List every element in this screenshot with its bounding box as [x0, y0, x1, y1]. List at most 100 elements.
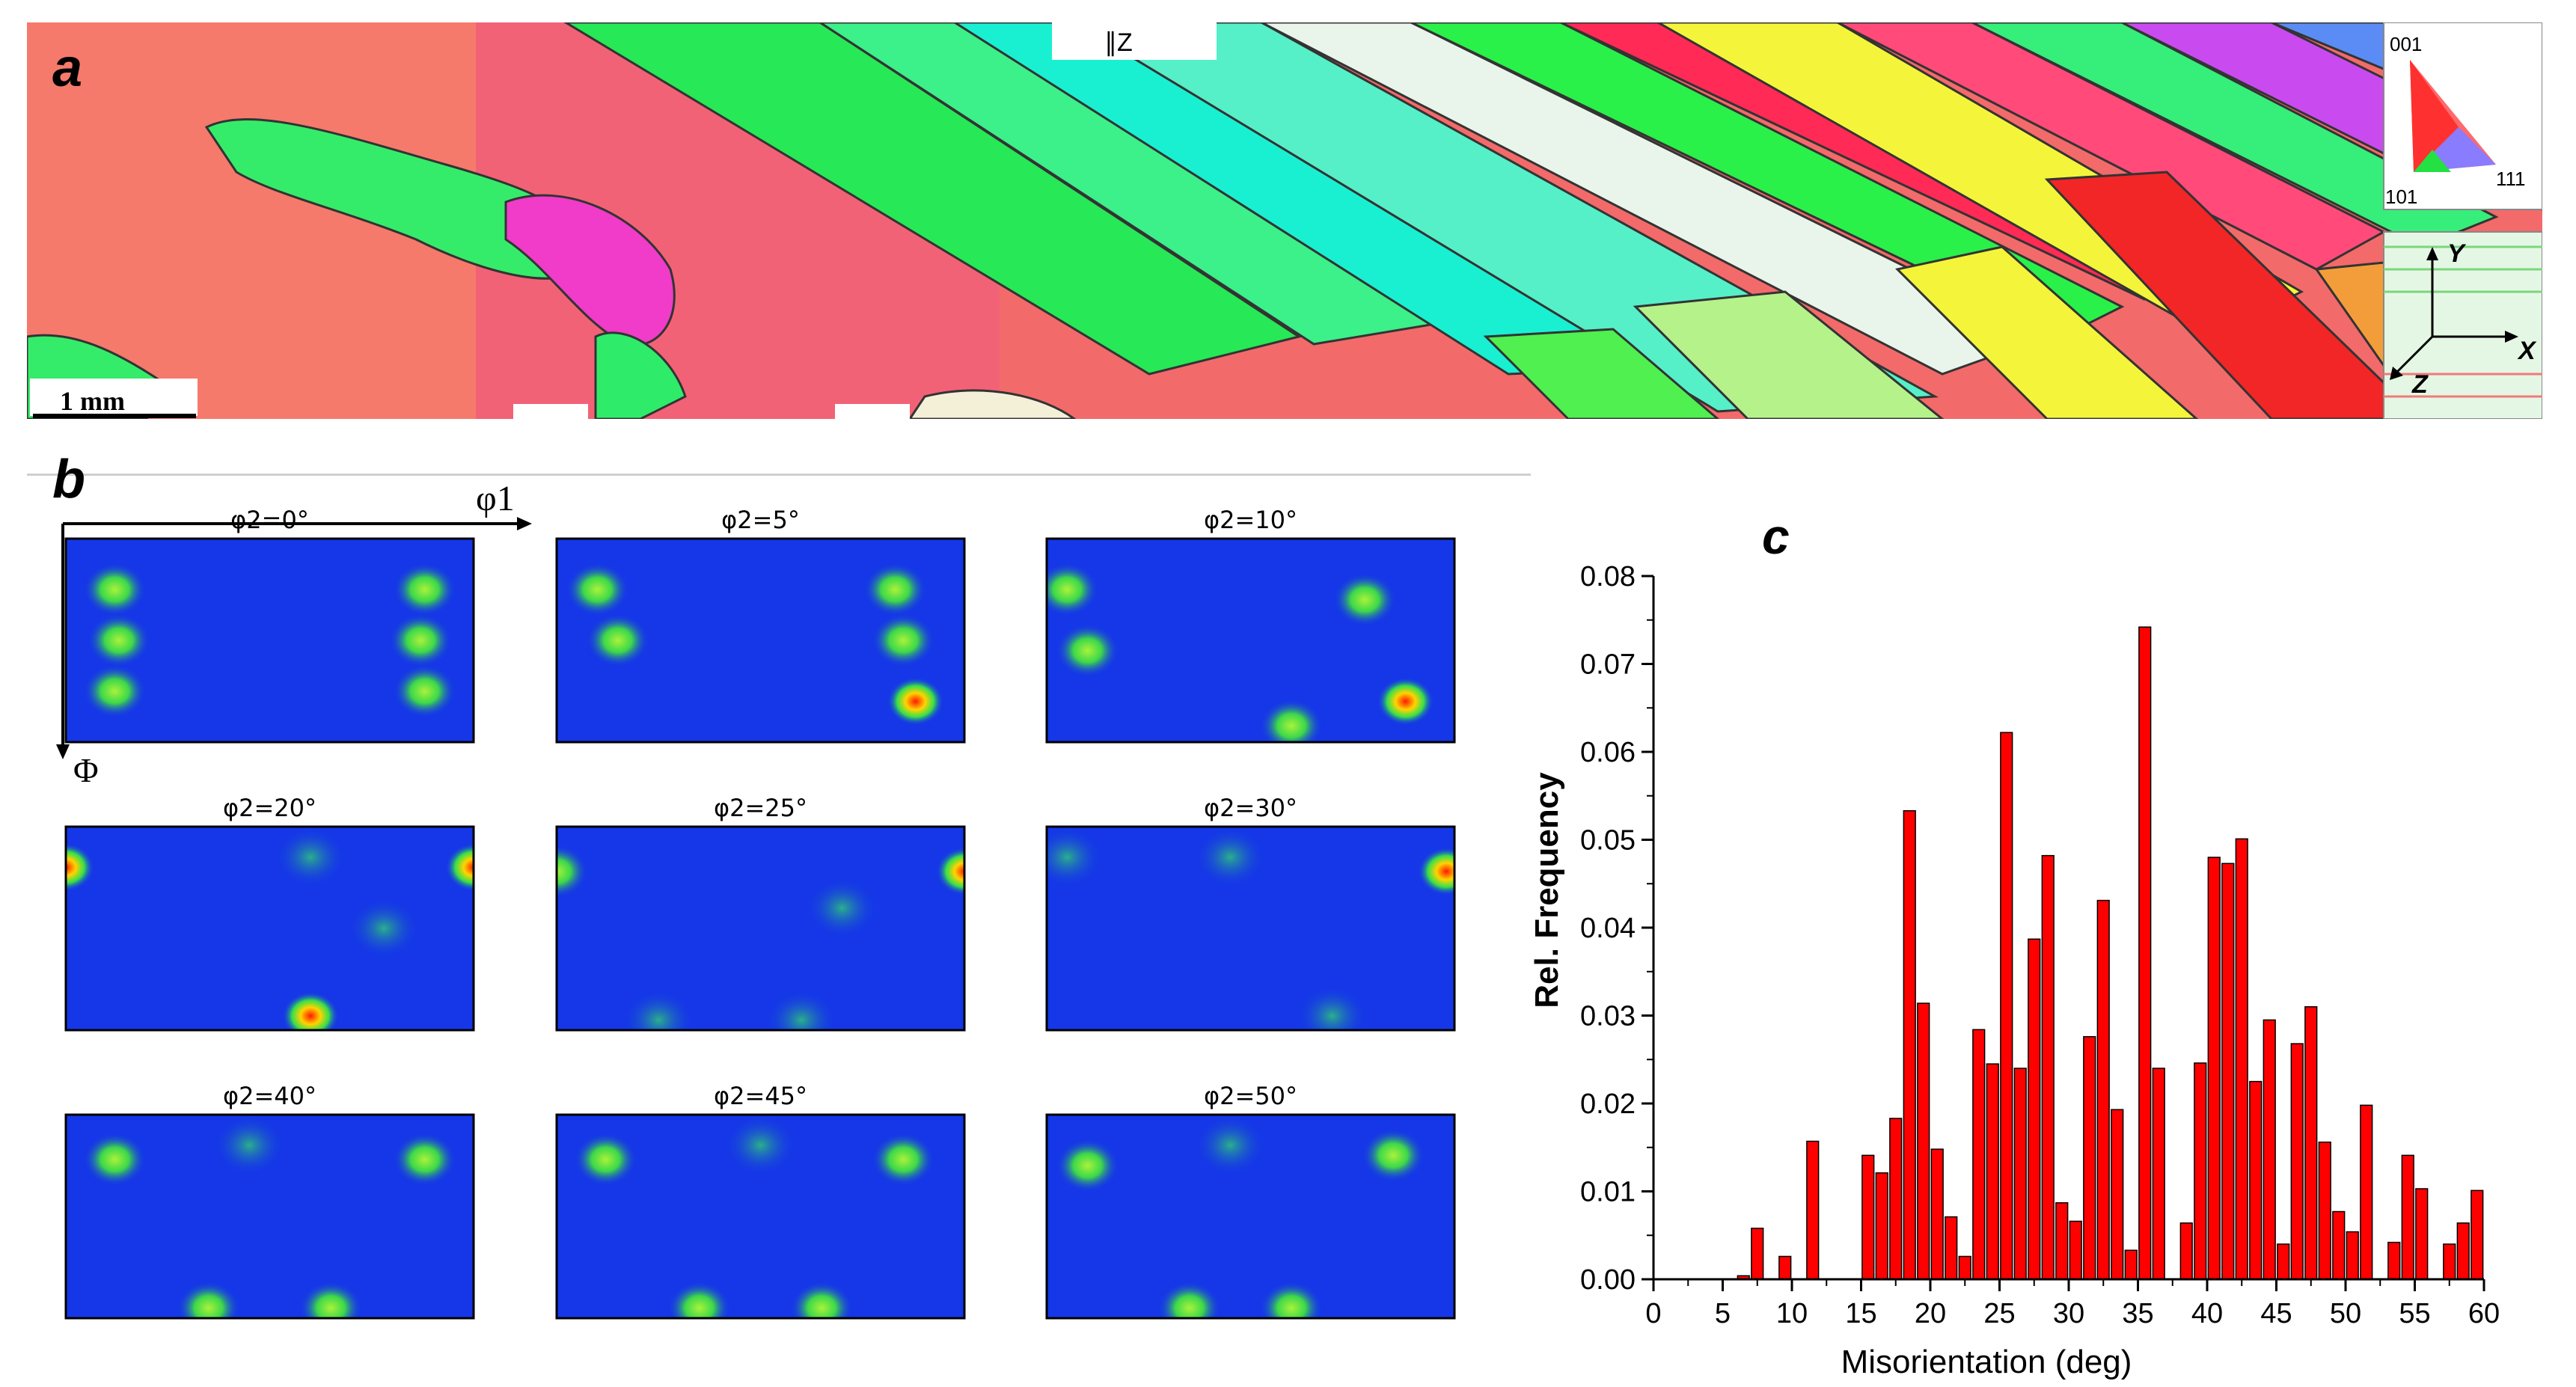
white-gap-1 [513, 404, 588, 419]
y-tick-label: 0.00 [1580, 1264, 1636, 1296]
odf-section-title: φ2=50° [1204, 1082, 1297, 1110]
odf-intensity-spot [557, 845, 588, 898]
y-tick-label: 0.03 [1580, 1001, 1636, 1032]
histogram-bar [2111, 1109, 2124, 1280]
x-tick-label: 35 [2122, 1298, 2153, 1329]
histogram-bar [2083, 1035, 2096, 1280]
odf-intensity-spot [566, 563, 629, 616]
odf-section-frame [555, 537, 966, 744]
y-tick-label: 0.04 [1580, 913, 1636, 944]
odf-section-title: φ2=25° [714, 794, 807, 822]
odf-intensity-spot [393, 1133, 456, 1187]
ebsd-orientation-map: 001 101 111 Y X Z ∥Z [27, 22, 2542, 419]
odf-intensity-spot [299, 1281, 363, 1318]
histogram-bar [2013, 1068, 2027, 1280]
odf-section-4: φ2=25° [555, 794, 966, 1032]
x-tick-label: 10 [1776, 1298, 1808, 1329]
y-tick-label: 0.01 [1580, 1177, 1636, 1208]
histogram-bar [2000, 732, 2013, 1280]
histogram-bar [2290, 1043, 2304, 1280]
histogram-bar [2471, 1189, 2484, 1280]
odf-intensity-spot [177, 1281, 240, 1318]
ipf-triangle-green-part [2414, 150, 2451, 172]
odf-section-title: φ2=10° [1204, 506, 1297, 534]
grain-cream-1 [908, 389, 1077, 419]
odf-section-background [557, 827, 964, 1030]
odf-section-3: φ2=20° [64, 794, 475, 1032]
odf-intensity-spot [765, 989, 837, 1030]
Phi-arrowhead [56, 744, 70, 759]
odf-intensity-spot [887, 677, 944, 726]
histogram-bar [1903, 809, 1916, 1280]
odf-intensity-spot [1333, 572, 1397, 627]
odf-intensity-spot [1047, 563, 1099, 616]
x-tick-label: 45 [2260, 1298, 2292, 1329]
odf-section-2: φ2=10° [1045, 506, 1456, 744]
histogram-bar [2360, 1104, 2373, 1280]
histogram-bar [2194, 1062, 2207, 1280]
odf-intensity-spot [66, 843, 94, 892]
odf-intensity-spot [863, 563, 927, 616]
odf-intensity-spot [393, 664, 456, 718]
x-tick-label: 50 [2330, 1298, 2361, 1329]
ipf-label-001: 001 [2390, 33, 2422, 55]
odf-intensity-spot [87, 613, 150, 667]
odf-section-6: φ2=40° [64, 1082, 475, 1320]
histogram-bar [2028, 938, 2041, 1280]
x-tick-label: 5 [1715, 1298, 1731, 1329]
histogram-bar [2456, 1222, 2470, 1280]
odf-intensity-spot [1377, 677, 1434, 726]
histogram-bar [2346, 1231, 2359, 1280]
odf-intensity-spot [1056, 623, 1119, 678]
odf-intensity-spot [1296, 985, 1368, 1030]
grain-green-6 [594, 331, 687, 419]
odf-intensity-spot [790, 1281, 854, 1318]
odf-section-frame [1045, 1113, 1456, 1320]
histogram-bar [1806, 1140, 1820, 1280]
odf-intensity-spot [724, 1115, 797, 1176]
odf-intensity-spot [586, 613, 649, 667]
odf-intensity-spot [667, 1281, 731, 1318]
odf-section-title: φ2=45° [714, 1082, 807, 1110]
histogram-bar [2221, 863, 2235, 1280]
odf-section-title: φ2=40° [223, 1082, 316, 1110]
y-tick-label: 0.05 [1580, 825, 1636, 857]
odf-intensity-spot [1157, 1281, 1221, 1318]
histogram-bar [1778, 1255, 1792, 1280]
odf-section-0: φ2=0° [64, 506, 475, 744]
axis-label-z: Z [2411, 370, 2429, 399]
odf-sections-grid: φ2=0° φ2=5° φ2=10° φ2=20° φ2=25° φ2=30° φ2=40°… [56, 479, 1456, 1320]
odf-intensity-spot [936, 847, 964, 896]
histogram-bar [2277, 1243, 2290, 1280]
histogram-bar [2249, 1080, 2263, 1280]
histogram-bar [2096, 899, 2110, 1280]
odf-intensity-spot [1194, 827, 1267, 888]
histogram-bar [2401, 1154, 2414, 1280]
x-tick-label: 0 [1645, 1298, 1661, 1329]
odf-section-title: φ2=20° [223, 794, 316, 822]
x-tick-label: 20 [1915, 1298, 1946, 1329]
odf-section-frame [555, 1113, 966, 1320]
odf-intensity-spot [1047, 827, 1104, 888]
scale-bar-label: 1 mm [60, 386, 125, 416]
odf-intensity-spot [348, 898, 420, 959]
sample-axes-box: Y X Z [2383, 231, 2542, 419]
histogram-bar [2263, 1019, 2276, 1280]
panel-letter-b: b [52, 450, 85, 509]
grain-green-1 [563, 22, 1302, 376]
grain-red-2 [2044, 171, 2423, 419]
odf-intensity-spot [1260, 1281, 1323, 1318]
odf-intensity-spot [872, 613, 935, 667]
histogram-bar [2304, 1006, 2318, 1280]
odf-section-7: φ2=45° [555, 1082, 966, 1320]
odf-section-title: φ2=30° [1204, 794, 1297, 822]
odf-section-8: φ2=50° [1045, 1082, 1456, 1320]
odf-section-5: φ2=30° [1045, 794, 1456, 1032]
phi1-label: φ1 [476, 479, 515, 518]
panel-b-separator [27, 474, 1531, 476]
axis-label-x: X [2517, 337, 2537, 365]
odf-intensity-spot [83, 1133, 147, 1187]
grain-magenta-1 [504, 194, 676, 346]
histogram-bar [2055, 1202, 2069, 1280]
direction-label-bg [1052, 22, 1217, 60]
